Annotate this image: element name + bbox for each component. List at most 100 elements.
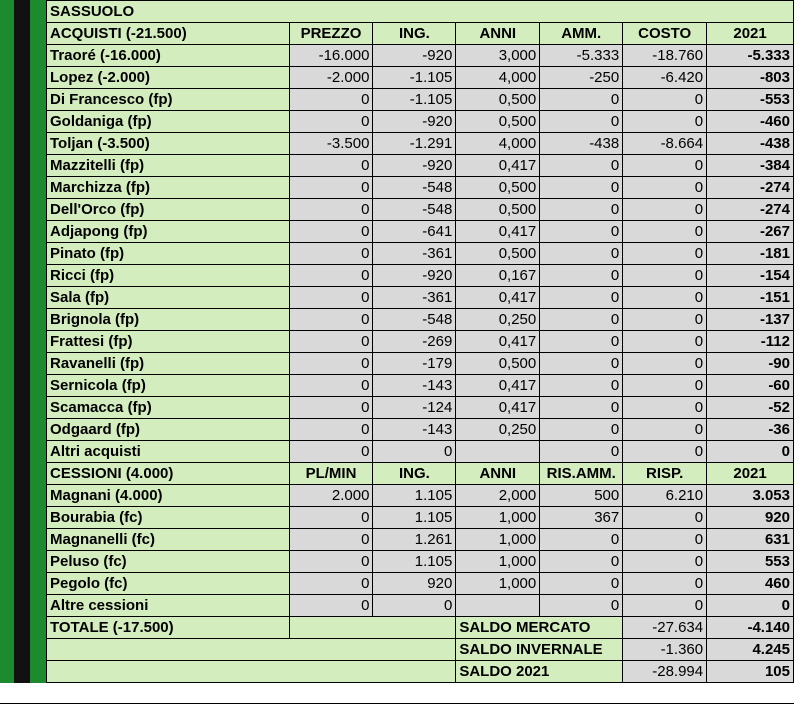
value-cell: 1.105: [372, 506, 457, 529]
value-cell: 0: [288, 88, 374, 111]
value-cell: 0: [539, 154, 624, 177]
result-2021-cell: -90: [706, 352, 794, 375]
result-2021-cell: 460: [706, 572, 794, 595]
value-cell: 0,417: [455, 396, 541, 419]
value-cell: 0: [288, 418, 374, 441]
value-cell: 4,000: [455, 66, 541, 89]
player-name: Mazzitelli (fp): [46, 154, 290, 177]
value-cell: 0: [288, 286, 374, 309]
acquisti-row: Scamacca (fp) 0 -124 0,417 0 0 -52: [46, 396, 794, 419]
blank-area: [288, 616, 457, 639]
value-cell: 0: [539, 330, 624, 353]
acquisti-row: Sernicola (fp) 0 -143 0,417 0 0 -60: [46, 374, 794, 397]
saldo-result: 4.245: [706, 638, 794, 661]
result-2021-cell: 631: [706, 528, 794, 551]
value-cell: 0: [622, 550, 708, 573]
value-cell: 0: [539, 396, 624, 419]
value-cell: 0: [539, 440, 624, 463]
result-2021-cell: -553: [706, 88, 794, 111]
value-cell: 0: [288, 198, 374, 221]
value-cell: 0: [288, 220, 374, 243]
player-name: Pegolo (fc): [46, 572, 290, 595]
value-cell: [455, 594, 541, 617]
result-2021-cell: -112: [706, 330, 794, 353]
result-2021-cell: -438: [706, 132, 794, 155]
value-cell: -920: [372, 264, 457, 287]
value-cell: 0: [622, 176, 708, 199]
value-cell: -269: [372, 330, 457, 353]
cessioni-row: Altre cessioni 0 0 0 0 0: [46, 594, 794, 617]
saldo-value: -1.360: [622, 638, 708, 661]
value-cell: -124: [372, 396, 457, 419]
blank-area: [45, 660, 457, 683]
value-cell: -641: [372, 220, 457, 243]
player-name: Peluso (fc): [46, 550, 290, 573]
result-2021-cell: 920: [706, 506, 794, 529]
team-title: SASSUOLO: [46, 0, 794, 23]
result-2021-cell: -36: [706, 418, 794, 441]
result-2021-cell: -460: [706, 110, 794, 133]
player-name: Magnanelli (fc): [46, 528, 290, 551]
player-name: Lopez (-2.000): [46, 66, 290, 89]
value-cell: 0: [539, 352, 624, 375]
result-2021-cell: -181: [706, 242, 794, 265]
saldo-label: SALDO INVERNALE: [455, 638, 624, 661]
player-name: Marchizza (fp): [46, 176, 290, 199]
player-name: Di Francesco (fp): [46, 88, 290, 111]
value-cell: 1,000: [455, 572, 541, 595]
value-cell: -16.000: [288, 44, 374, 67]
value-cell: 0: [622, 88, 708, 111]
acquisti-row: Sala (fp) 0 -361 0,417 0 0 -151: [46, 286, 794, 309]
saldo-value: -27.634: [622, 616, 708, 639]
totale-row: TOTALE (-17.500) SALDO MERCATO -27.634 -…: [46, 616, 794, 639]
value-cell: 0,500: [455, 198, 541, 221]
totale-label: TOTALE (-17.500): [46, 616, 290, 639]
value-cell: 0: [622, 154, 708, 177]
value-cell: 0: [539, 550, 624, 573]
value-cell: 0: [539, 198, 624, 221]
saldo-value: -28.994: [622, 660, 708, 683]
value-cell: 0: [288, 550, 374, 573]
player-name: Sala (fp): [46, 286, 290, 309]
value-cell: 0: [539, 176, 624, 199]
value-cell: 0: [288, 308, 374, 331]
saldo-row: SALDO INVERNALE -1.360 4.245: [45, 638, 794, 661]
value-cell: 1,000: [455, 528, 541, 551]
value-cell: 0,167: [455, 264, 541, 287]
value-cell: 0,417: [455, 286, 541, 309]
value-cell: 0,500: [455, 242, 541, 265]
acquisti-header-row: ACQUISTI (-21.500) PREZZO ING. ANNI AMM.…: [46, 22, 794, 45]
value-cell: 0: [288, 242, 374, 265]
cessioni-row: Peluso (fc) 0 1.105 1,000 0 0 553: [46, 550, 794, 573]
acquisti-row: Odgaard (fp) 0 -143 0,250 0 0 -36: [46, 418, 794, 441]
green-stripe: [30, 0, 46, 683]
result-2021-cell: -267: [706, 220, 794, 243]
value-cell: -920: [372, 44, 457, 67]
value-cell: 0: [622, 330, 708, 353]
value-cell: -1.291: [372, 132, 457, 155]
value-cell: 6.210: [622, 484, 708, 507]
value-cell: 0: [622, 110, 708, 133]
player-name: Adjapong (fp): [46, 220, 290, 243]
cessioni-row: Magnani (4.000) 2.000 1.105 2,000 500 6.210 3.…: [46, 484, 794, 507]
acquisti-row: Lopez (-2.000) -2.000 -1.105 4,000 -250 -6.42…: [46, 66, 794, 89]
value-cell: 0: [288, 330, 374, 353]
col-header: ING.: [372, 22, 457, 45]
acquisti-row: Traoré (-16.000) -16.000 -920 3,000 -5.333 -1…: [46, 44, 794, 67]
value-cell: 0: [539, 308, 624, 331]
value-cell: 0,417: [455, 330, 541, 353]
acquisti-row: Pinato (fp) 0 -361 0,500 0 0 -181: [46, 242, 794, 265]
value-cell: 0: [539, 528, 624, 551]
player-name: Bourabia (fc): [46, 506, 290, 529]
value-cell: 0: [288, 154, 374, 177]
value-cell: 0: [622, 396, 708, 419]
col-header: ING.: [372, 462, 457, 485]
value-cell: 1.105: [372, 550, 457, 573]
col-header: AMM.: [539, 22, 624, 45]
result-2021-cell: 0: [706, 594, 794, 617]
value-cell: 0: [539, 374, 624, 397]
value-cell: -250: [539, 66, 624, 89]
value-cell: -2.000: [288, 66, 374, 89]
player-name: Pinato (fp): [46, 242, 290, 265]
result-2021-cell: -52: [706, 396, 794, 419]
